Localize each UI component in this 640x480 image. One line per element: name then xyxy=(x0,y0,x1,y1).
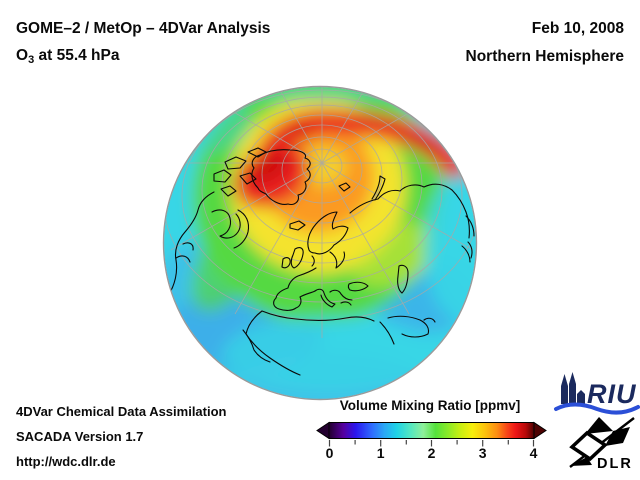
tick-label-3: 3 xyxy=(478,445,487,461)
header-title: GOME–2 / MetOp – 4DVar Analysis xyxy=(16,20,271,37)
tick-label-2: 2 xyxy=(427,445,436,461)
riu-label: RIU xyxy=(587,379,637,409)
tick-label-1: 1 xyxy=(376,445,385,461)
header-subtitle: O3 at 55.4 hPa xyxy=(16,47,120,66)
riu-cathedral-icon xyxy=(561,372,585,404)
header-left: GOME–2 / MetOp – 4DVar Analysis O3 at 55… xyxy=(16,15,270,71)
footer-line-version: SACADA Version 1.7 xyxy=(16,429,144,444)
header-region: Northern Hemisphere xyxy=(465,48,624,65)
tick-label-4: 4 xyxy=(529,445,538,461)
colorbar-title: Volume Mixing Ratio [ppmv] xyxy=(339,398,521,413)
globe-limb xyxy=(162,85,478,401)
species-subscript: 3 xyxy=(28,54,35,66)
colorbar-gradient-bar xyxy=(328,422,535,439)
coastlines xyxy=(167,147,475,376)
dlr-emblem-icon xyxy=(569,417,635,468)
footer-line-assimilation: 4DVar Chemical Data Assimilation xyxy=(16,404,227,419)
colorbar xyxy=(316,421,547,447)
dlr-logo: DLR xyxy=(569,417,635,472)
riu-logo: RIU xyxy=(554,372,640,415)
colorbar-arrow-left xyxy=(316,421,330,440)
riu-wave-icon xyxy=(554,402,640,415)
footer-line-url: http://wdc.dlr.de xyxy=(16,454,116,469)
colorbar-ticks xyxy=(328,440,535,447)
header-right: Feb 10, 2008 Northern Hemisphere xyxy=(466,15,624,71)
dlr-label: DLR xyxy=(597,456,633,472)
colorbar-arrow-right xyxy=(533,421,547,440)
tick-label-0: 0 xyxy=(325,445,334,461)
header-date: Feb 10, 2008 xyxy=(531,20,624,37)
